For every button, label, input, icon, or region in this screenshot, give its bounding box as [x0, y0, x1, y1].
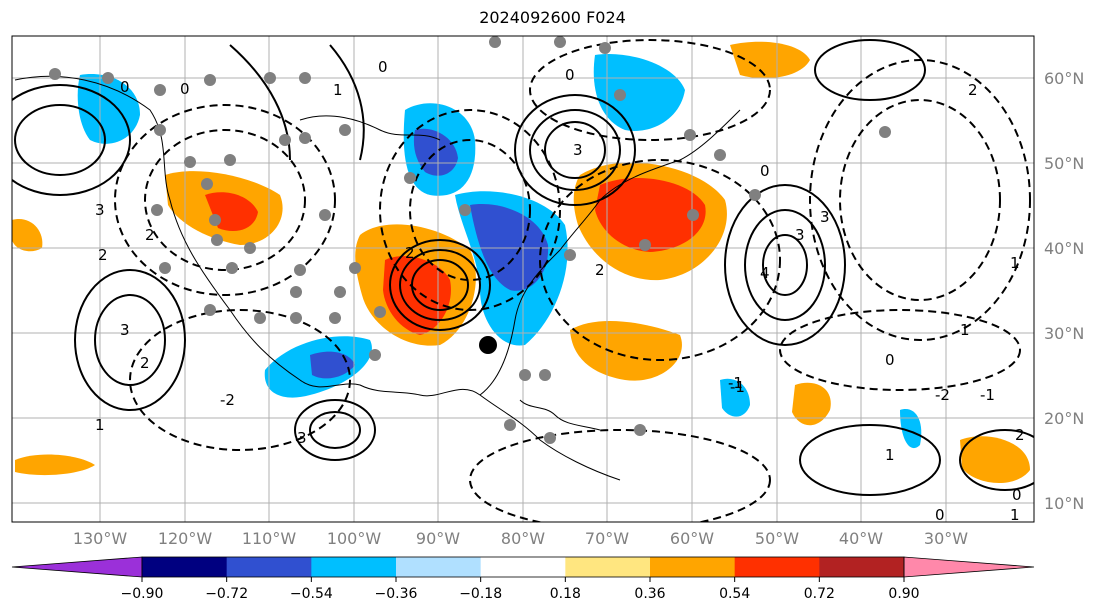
warm-anomaly-ne	[730, 41, 810, 79]
contour-labels: 0 2 3 2 3 0 3 4 3 1 -1 0 3 2 1 -2 3 2 1 …	[95, 58, 1025, 524]
colorbar-segment	[311, 557, 397, 577]
station-markers	[49, 36, 891, 444]
warm-anomaly-se	[960, 436, 1030, 483]
colorbar-segment	[650, 557, 736, 577]
colorbar-frame	[141, 556, 905, 578]
colorbar-segment	[226, 557, 312, 577]
svg-text:1: 1	[885, 446, 895, 464]
colorbar-segment	[734, 557, 820, 577]
warm-core-central-us	[383, 256, 451, 335]
svg-text:50°N: 50°N	[1044, 154, 1084, 173]
svg-text:100°W: 100°W	[327, 529, 382, 548]
svg-text:80°W: 80°W	[501, 529, 545, 548]
svg-text:2: 2	[595, 261, 605, 279]
colorbar: −0.90 −0.72 −0.54 −0.36 −0.18 0.18 0.36 0.54 0.7…	[11, 556, 1035, 602]
colorbar-tick-label: 0.90	[888, 586, 919, 602]
svg-text:3: 3	[95, 201, 105, 219]
svg-text:10°N: 10°N	[1044, 494, 1084, 513]
colorbar-tick-label: −0.18	[459, 586, 502, 602]
longitude-labels: 130°W 120°W 110°W 100°W 90°W 80°W 70°W 6…	[73, 529, 968, 548]
svg-text:40°W: 40°W	[839, 529, 883, 548]
svg-text:3: 3	[795, 226, 805, 244]
svg-text:3: 3	[120, 321, 130, 339]
svg-text:30°W: 30°W	[924, 529, 968, 548]
svg-text:-1: -1	[980, 386, 995, 404]
svg-text:3: 3	[297, 429, 307, 447]
svg-text:0: 0	[120, 78, 130, 96]
svg-text:0: 0	[935, 506, 945, 524]
colorbar-tick-label: −0.36	[375, 586, 418, 602]
svg-text:3: 3	[573, 141, 583, 159]
svg-text:110°W: 110°W	[242, 529, 297, 548]
svg-text:2: 2	[140, 354, 150, 372]
svg-text:1: 1	[960, 321, 970, 339]
warm-anomaly-e	[792, 382, 831, 426]
svg-text:0: 0	[1012, 486, 1022, 504]
latitude-labels: 60°N 50°N 40°N 30°N 20°N 10°N	[1044, 69, 1084, 513]
warm-anomaly-sw	[15, 454, 95, 476]
svg-text:4: 4	[760, 264, 770, 282]
svg-text:1: 1	[1010, 506, 1020, 524]
colorbar-segment	[396, 557, 482, 577]
svg-text:130°W: 130°W	[73, 529, 128, 548]
warm-core-atlantic	[595, 177, 706, 252]
svg-text:0: 0	[885, 351, 895, 369]
svg-text:-1: -1	[728, 374, 743, 392]
svg-text:-1: -1	[730, 378, 745, 396]
svg-text:40°N: 40°N	[1044, 239, 1084, 258]
storm-center-marker	[479, 336, 497, 354]
map-title: 2024092600 F024	[479, 8, 626, 27]
svg-text:60°W: 60°W	[670, 529, 714, 548]
svg-text:1: 1	[95, 416, 105, 434]
svg-text:2: 2	[145, 226, 155, 244]
svg-text:0: 0	[760, 162, 770, 180]
colorbar-tick-label: 0.54	[719, 586, 750, 602]
svg-text:-2: -2	[935, 386, 950, 404]
svg-text:30°N: 30°N	[1044, 324, 1084, 343]
svg-text:0: 0	[180, 80, 190, 98]
colorbar-tick-label: 0.18	[550, 586, 581, 602]
svg-text:120°W: 120°W	[158, 529, 213, 548]
cold-anomaly-canada	[593, 54, 685, 131]
svg-text:1: 1	[1010, 254, 1020, 272]
warm-anomaly-subtrop-1	[570, 320, 682, 381]
svg-text:3: 3	[820, 208, 830, 226]
svg-text:2: 2	[98, 246, 108, 264]
colorbar-tick-label: −0.90	[121, 586, 164, 602]
svg-text:-2: -2	[220, 391, 235, 409]
cold-anomaly-e	[900, 409, 922, 449]
svg-text:1: 1	[333, 81, 343, 99]
colorbar-segment	[142, 557, 228, 577]
svg-text:2: 2	[405, 244, 415, 262]
negative-contours	[114, 39, 1031, 522]
colorbar-tick-label: 0.72	[804, 586, 835, 602]
map-frame	[11, 35, 1035, 523]
colorbar-segment	[819, 557, 905, 577]
colorbar-segment	[565, 557, 651, 577]
colorbar-tick-label: −0.72	[205, 586, 248, 602]
colorbar-tick-label: −0.54	[290, 586, 333, 602]
svg-text:60°N: 60°N	[1044, 69, 1084, 88]
colorbar-extend-low	[11, 556, 143, 578]
colorbar-tick-label: 0.36	[634, 586, 665, 602]
svg-text:0: 0	[565, 66, 575, 84]
svg-text:2: 2	[968, 81, 978, 99]
svg-text:50°W: 50°W	[755, 529, 799, 548]
cold-anomaly-mid-atl	[720, 378, 750, 417]
positive-contours	[12, 39, 1034, 496]
svg-text:90°W: 90°W	[416, 529, 460, 548]
svg-text:2: 2	[1015, 426, 1025, 444]
svg-text:0: 0	[378, 58, 388, 76]
colorbar-extend-high	[903, 556, 1035, 578]
svg-text:70°W: 70°W	[585, 529, 629, 548]
warm-anomaly-w	[12, 219, 43, 252]
svg-text:20°N: 20°N	[1044, 409, 1084, 428]
colorbar-segment	[480, 557, 566, 577]
